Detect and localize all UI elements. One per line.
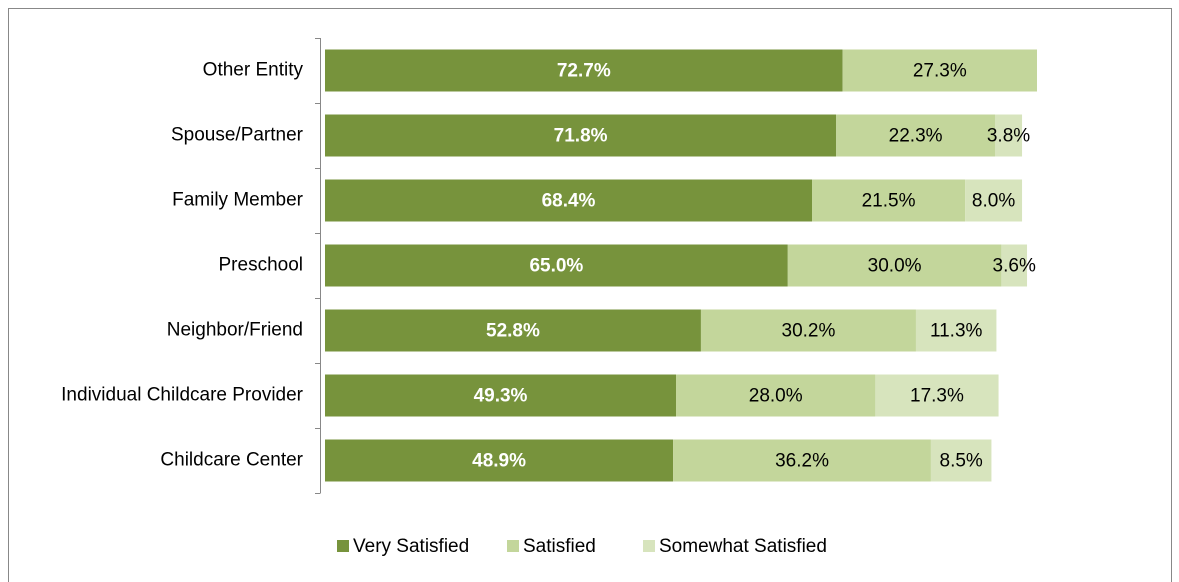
value-label: 36.2% <box>775 451 829 472</box>
bar-segment <box>325 244 788 287</box>
legend-label: Very Satisfied <box>353 536 469 557</box>
value-label: 17.3% <box>910 386 964 407</box>
value-label: 8.5% <box>940 451 983 472</box>
bar-segment <box>915 309 997 352</box>
value-label: 65.0% <box>529 256 583 277</box>
bar-segment <box>787 244 1002 287</box>
bar-segment <box>700 309 916 352</box>
category-label: Spouse/Partner <box>171 125 304 146</box>
bar-segment <box>325 309 701 352</box>
legend-swatch <box>507 540 519 552</box>
category-label: Family Member <box>172 190 304 211</box>
value-label: 71.8% <box>554 126 608 147</box>
category-label: Preschool <box>219 255 304 276</box>
legend-swatch <box>337 540 349 552</box>
legend-label: Satisfied <box>523 536 596 557</box>
value-label: 27.3% <box>913 61 967 82</box>
bar-segment <box>994 114 1023 157</box>
value-label: 3.8% <box>987 126 1030 147</box>
category-label: Neighbor/Friend <box>167 320 303 341</box>
bar-segment <box>325 439 674 482</box>
value-label: 11.3% <box>930 321 983 342</box>
bar-segment <box>325 179 813 222</box>
value-label: 49.3% <box>474 386 528 407</box>
frame <box>8 8 1172 582</box>
bar-segment <box>842 49 1037 92</box>
bar-segment <box>325 114 837 157</box>
value-label: 30.0% <box>868 256 922 277</box>
bar-segment <box>836 114 995 157</box>
bar-segment <box>1001 244 1028 287</box>
bar-segment <box>812 179 966 222</box>
bar-segment <box>673 439 931 482</box>
value-label: 52.8% <box>486 321 540 342</box>
bar-segment <box>965 179 1023 222</box>
value-label: 22.3% <box>889 126 943 147</box>
value-label: 68.4% <box>542 191 596 212</box>
bar-segment <box>676 374 876 417</box>
bar-segment <box>875 374 999 417</box>
bar-segment <box>930 439 992 482</box>
value-label: 8.0% <box>972 191 1015 212</box>
legend-label: Somewhat Satisfied <box>659 536 827 557</box>
category-label: Individual Childcare Provider <box>61 385 304 406</box>
bar-segment <box>325 49 843 92</box>
category-label: Childcare Center <box>160 450 303 471</box>
value-label: 21.5% <box>862 191 916 212</box>
value-label: 72.7% <box>557 61 611 82</box>
legend-swatch <box>643 540 655 552</box>
bar-segment <box>325 374 677 417</box>
category-label: Other Entity <box>203 60 304 81</box>
value-label: 28.0% <box>749 386 803 407</box>
value-label: 3.6% <box>993 256 1036 277</box>
value-label: 30.2% <box>782 321 836 342</box>
value-label: 48.9% <box>472 451 526 472</box>
